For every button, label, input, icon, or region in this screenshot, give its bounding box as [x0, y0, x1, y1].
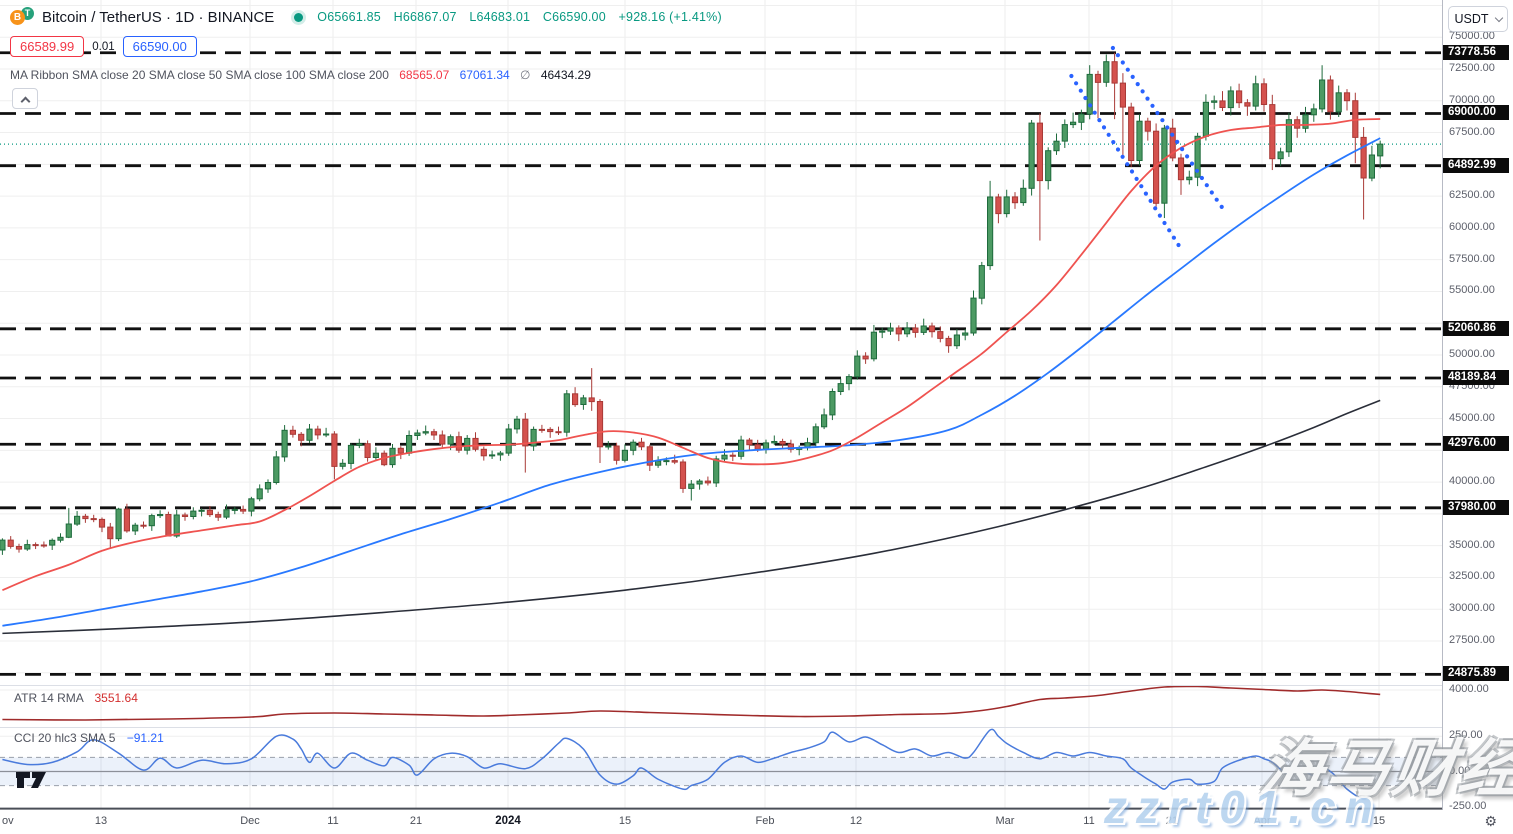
cci-tick: -250.00	[1449, 799, 1487, 812]
price-tick: 30000.00	[1449, 602, 1495, 615]
ohlc-low: L64683.01	[469, 10, 531, 24]
tradingview-logo[interactable]	[15, 770, 49, 790]
ma-sma50-value: 67061.34	[459, 68, 510, 82]
chevron-down-icon	[1494, 13, 1503, 22]
cci-tick: 250.00	[1449, 729, 1483, 742]
time-axis[interactable]: ⚙ ov 13 Dec 11 21 2024 15 Feb 12 Mar 11 21 Apr 15	[0, 810, 1513, 834]
price-tick: 40000.00	[1449, 475, 1495, 488]
currency-label: USDT	[1454, 12, 1489, 26]
chart-svg[interactable]	[0, 0, 1443, 810]
price-tick: 35000.00	[1449, 538, 1495, 551]
atr-value: 3551.64	[94, 691, 138, 705]
ohlc-change: +928.16 (+1.41%)	[618, 10, 722, 24]
atr-label: ATR 14 RMA	[14, 691, 84, 705]
time-label: 12	[849, 815, 863, 827]
main-pane	[0, 45, 1443, 676]
atr-tick: 4000.00	[1449, 683, 1489, 695]
spread-value: 0.01	[92, 40, 115, 53]
price-tick: 67500.00	[1449, 125, 1495, 138]
price-tick: 70000.00	[1449, 93, 1495, 106]
time-label: 15	[1372, 815, 1386, 827]
ma-sma200-value: 46434.29	[540, 68, 591, 82]
bitcoin-logo-icon: B	[10, 10, 25, 25]
sma200-line	[2, 399, 1381, 635]
price-level-label: 64892.99	[1443, 157, 1509, 173]
atr-pane	[2, 686, 1381, 721]
chart-canvas[interactable]: T B Bitcoin / TetherUS · 1D · BINANCE O6…	[0, 0, 1443, 810]
buy-price-button[interactable]: 66590.00	[122, 36, 197, 57]
price-tick: 62500.00	[1449, 189, 1495, 202]
ma-ribbon-legend[interactable]: MA Ribbon SMA close 20 SMA close 50 SMA …	[10, 68, 591, 82]
time-label: 21	[409, 815, 423, 827]
price-level-label: 69000.00	[1443, 105, 1509, 121]
time-label: Feb	[755, 815, 775, 827]
atr-legend[interactable]: ATR 14 RMA 3551.64	[14, 691, 138, 705]
price-tick: 55000.00	[1449, 284, 1495, 297]
price-level-label: 52060.86	[1443, 320, 1509, 336]
quote-row: 66589.99 0.01 66590.00	[10, 36, 197, 57]
chevron-up-icon	[20, 96, 30, 107]
ma-sma100-value: ∅	[520, 68, 531, 82]
time-label: 2024	[495, 815, 521, 827]
atr-line	[2, 686, 1381, 721]
time-label: Apr	[1253, 815, 1271, 827]
sell-price-button[interactable]: 66589.99	[10, 36, 85, 57]
sma20-line	[2, 118, 1381, 591]
ma-sma20-value: 68565.07	[399, 68, 450, 82]
price-tick: 32500.00	[1449, 570, 1495, 583]
collapse-legend-button[interactable]	[12, 88, 38, 109]
market-status-icon	[294, 12, 304, 22]
ma-ribbon-label: MA Ribbon SMA close 20 SMA close 50 SMA …	[10, 68, 389, 82]
cci-line	[2, 728, 1381, 800]
price-level-label: 73778.56	[1443, 44, 1509, 60]
price-tick: 45000.00	[1449, 411, 1495, 424]
time-label: 11	[1083, 815, 1095, 827]
cci-label: CCI 20 hlc3 SMA 5	[14, 731, 116, 745]
time-label: 15	[618, 815, 632, 827]
time-label: ov	[2, 815, 14, 827]
ohlc-open: O65661.85	[317, 10, 381, 24]
price-level-label: 37980.00	[1443, 499, 1509, 515]
symbol-title[interactable]: Bitcoin / TetherUS · 1D · BINANCE	[42, 8, 275, 26]
cci-pane	[0, 728, 1443, 800]
price-level-label: 24875.89	[1443, 666, 1509, 682]
symbol-header[interactable]: T B Bitcoin / TetherUS · 1D · BINANCE O6…	[10, 7, 731, 27]
price-level-label: 48189.84	[1443, 370, 1509, 385]
candlestick-series	[0, 52, 1384, 555]
cci-value: −91.21	[126, 731, 164, 745]
time-label: 11	[327, 815, 339, 827]
sma50-line	[2, 137, 1381, 627]
currency-selector-button[interactable]: USDT	[1448, 6, 1508, 32]
gear-icon[interactable]: ⚙	[1484, 813, 1497, 829]
time-label: 21	[1165, 815, 1179, 827]
cci-legend[interactable]: CCI 20 hlc3 SMA 5 −91.21	[14, 731, 164, 745]
ohlc-readout: O65661.85 H66867.07 L64683.01 C66590.00 …	[317, 10, 731, 24]
price-tick: 50000.00	[1449, 348, 1495, 360]
time-label: 13	[94, 815, 108, 827]
ohlc-close: C66590.00	[542, 10, 606, 24]
price-tick: 72500.00	[1449, 61, 1495, 74]
time-label: Dec	[240, 815, 260, 827]
cci-tick: 0.00	[1449, 764, 1471, 777]
ohlc-high: H66867.07	[393, 10, 457, 24]
axis-divider	[1442, 0, 1443, 834]
price-tick: 57500.00	[1449, 252, 1495, 265]
symbol-pair-logo: T B	[10, 7, 36, 27]
time-label: Mar	[995, 815, 1015, 827]
price-level-label: 42976.00	[1443, 436, 1509, 452]
price-axis[interactable]: USDT 75000.00 72500.00 70000.00 67500.00 625…	[1443, 0, 1513, 812]
price-tick: 60000.00	[1449, 220, 1495, 233]
price-tick: 27500.00	[1449, 634, 1495, 646]
price-tick: 75000.00	[1449, 30, 1495, 43]
